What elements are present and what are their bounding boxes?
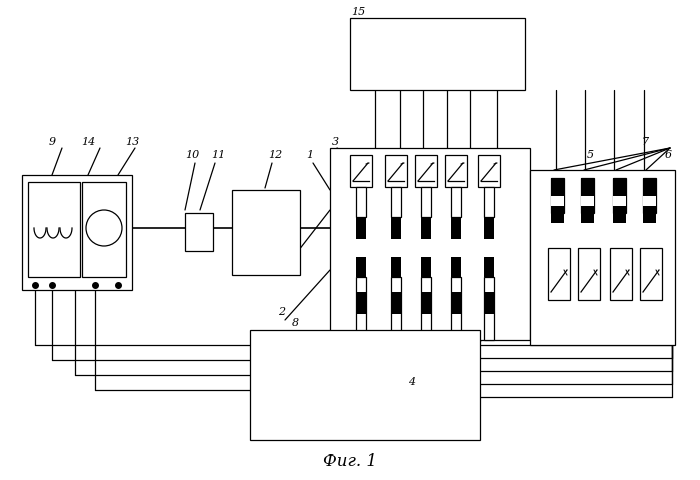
Bar (421, 257, 431, 277)
Text: 3: 3 (331, 137, 339, 147)
Bar (445, 155, 467, 187)
Bar (28, 182, 80, 277)
Bar (356, 239, 366, 257)
Bar (421, 277, 431, 340)
Text: 9: 9 (48, 137, 55, 147)
Bar (484, 277, 494, 340)
Bar (22, 175, 132, 290)
Bar (391, 292, 401, 314)
Bar (451, 239, 461, 257)
Bar (484, 239, 494, 257)
Bar (421, 187, 431, 217)
Bar (391, 239, 401, 257)
Bar (551, 196, 564, 206)
Text: 2: 2 (279, 307, 286, 317)
Bar (581, 223, 594, 233)
Text: 5: 5 (587, 150, 594, 160)
Bar (643, 178, 656, 213)
Bar (551, 178, 564, 196)
Text: 12: 12 (268, 150, 282, 160)
Text: 10: 10 (185, 150, 199, 160)
Bar (530, 170, 675, 345)
Bar (391, 257, 401, 277)
Text: 4: 4 (408, 377, 416, 387)
Text: 14: 14 (81, 137, 95, 147)
Bar (613, 178, 626, 196)
Text: Фиг. 1: Фиг. 1 (323, 454, 377, 470)
Bar (551, 178, 564, 213)
Bar (451, 257, 461, 277)
Bar (451, 292, 461, 314)
Bar (421, 217, 431, 239)
Text: 8: 8 (291, 318, 299, 328)
Bar (350, 18, 525, 90)
Bar (391, 277, 401, 340)
Bar (232, 190, 300, 275)
Text: 7: 7 (641, 137, 649, 147)
Bar (451, 187, 461, 217)
Bar (421, 292, 431, 314)
Bar (484, 292, 494, 314)
Text: 13: 13 (125, 137, 139, 147)
Bar (82, 182, 126, 277)
Bar (643, 206, 656, 223)
Bar (581, 178, 594, 196)
Bar (551, 206, 564, 223)
Bar (613, 178, 626, 213)
Bar (484, 217, 494, 239)
Bar (610, 248, 632, 300)
Bar (250, 330, 480, 440)
Text: 15: 15 (351, 7, 365, 17)
Bar (643, 223, 656, 233)
Bar (391, 217, 401, 239)
Bar (356, 277, 366, 340)
Bar (356, 187, 366, 217)
Bar (581, 206, 594, 223)
Bar (330, 148, 530, 340)
Bar (421, 239, 431, 257)
Bar (643, 178, 656, 196)
Bar (415, 155, 437, 187)
Bar (484, 187, 494, 217)
Bar (451, 217, 461, 239)
Bar (640, 248, 662, 300)
Bar (350, 155, 372, 187)
Bar (548, 248, 570, 300)
Bar (391, 187, 401, 217)
Bar (451, 277, 461, 340)
Bar (613, 223, 626, 233)
Bar (185, 213, 213, 251)
Bar (356, 292, 366, 314)
Text: 1: 1 (307, 150, 314, 160)
Text: 11: 11 (211, 150, 225, 160)
Bar (643, 196, 656, 206)
Bar (385, 155, 407, 187)
Bar (581, 178, 594, 213)
Bar (578, 248, 600, 300)
Bar (581, 196, 594, 206)
Bar (356, 217, 366, 239)
Bar (484, 257, 494, 277)
Bar (613, 196, 626, 206)
Bar (356, 257, 366, 277)
Bar (551, 223, 564, 233)
Text: 6: 6 (664, 150, 671, 160)
Bar (613, 206, 626, 223)
Bar (478, 155, 500, 187)
